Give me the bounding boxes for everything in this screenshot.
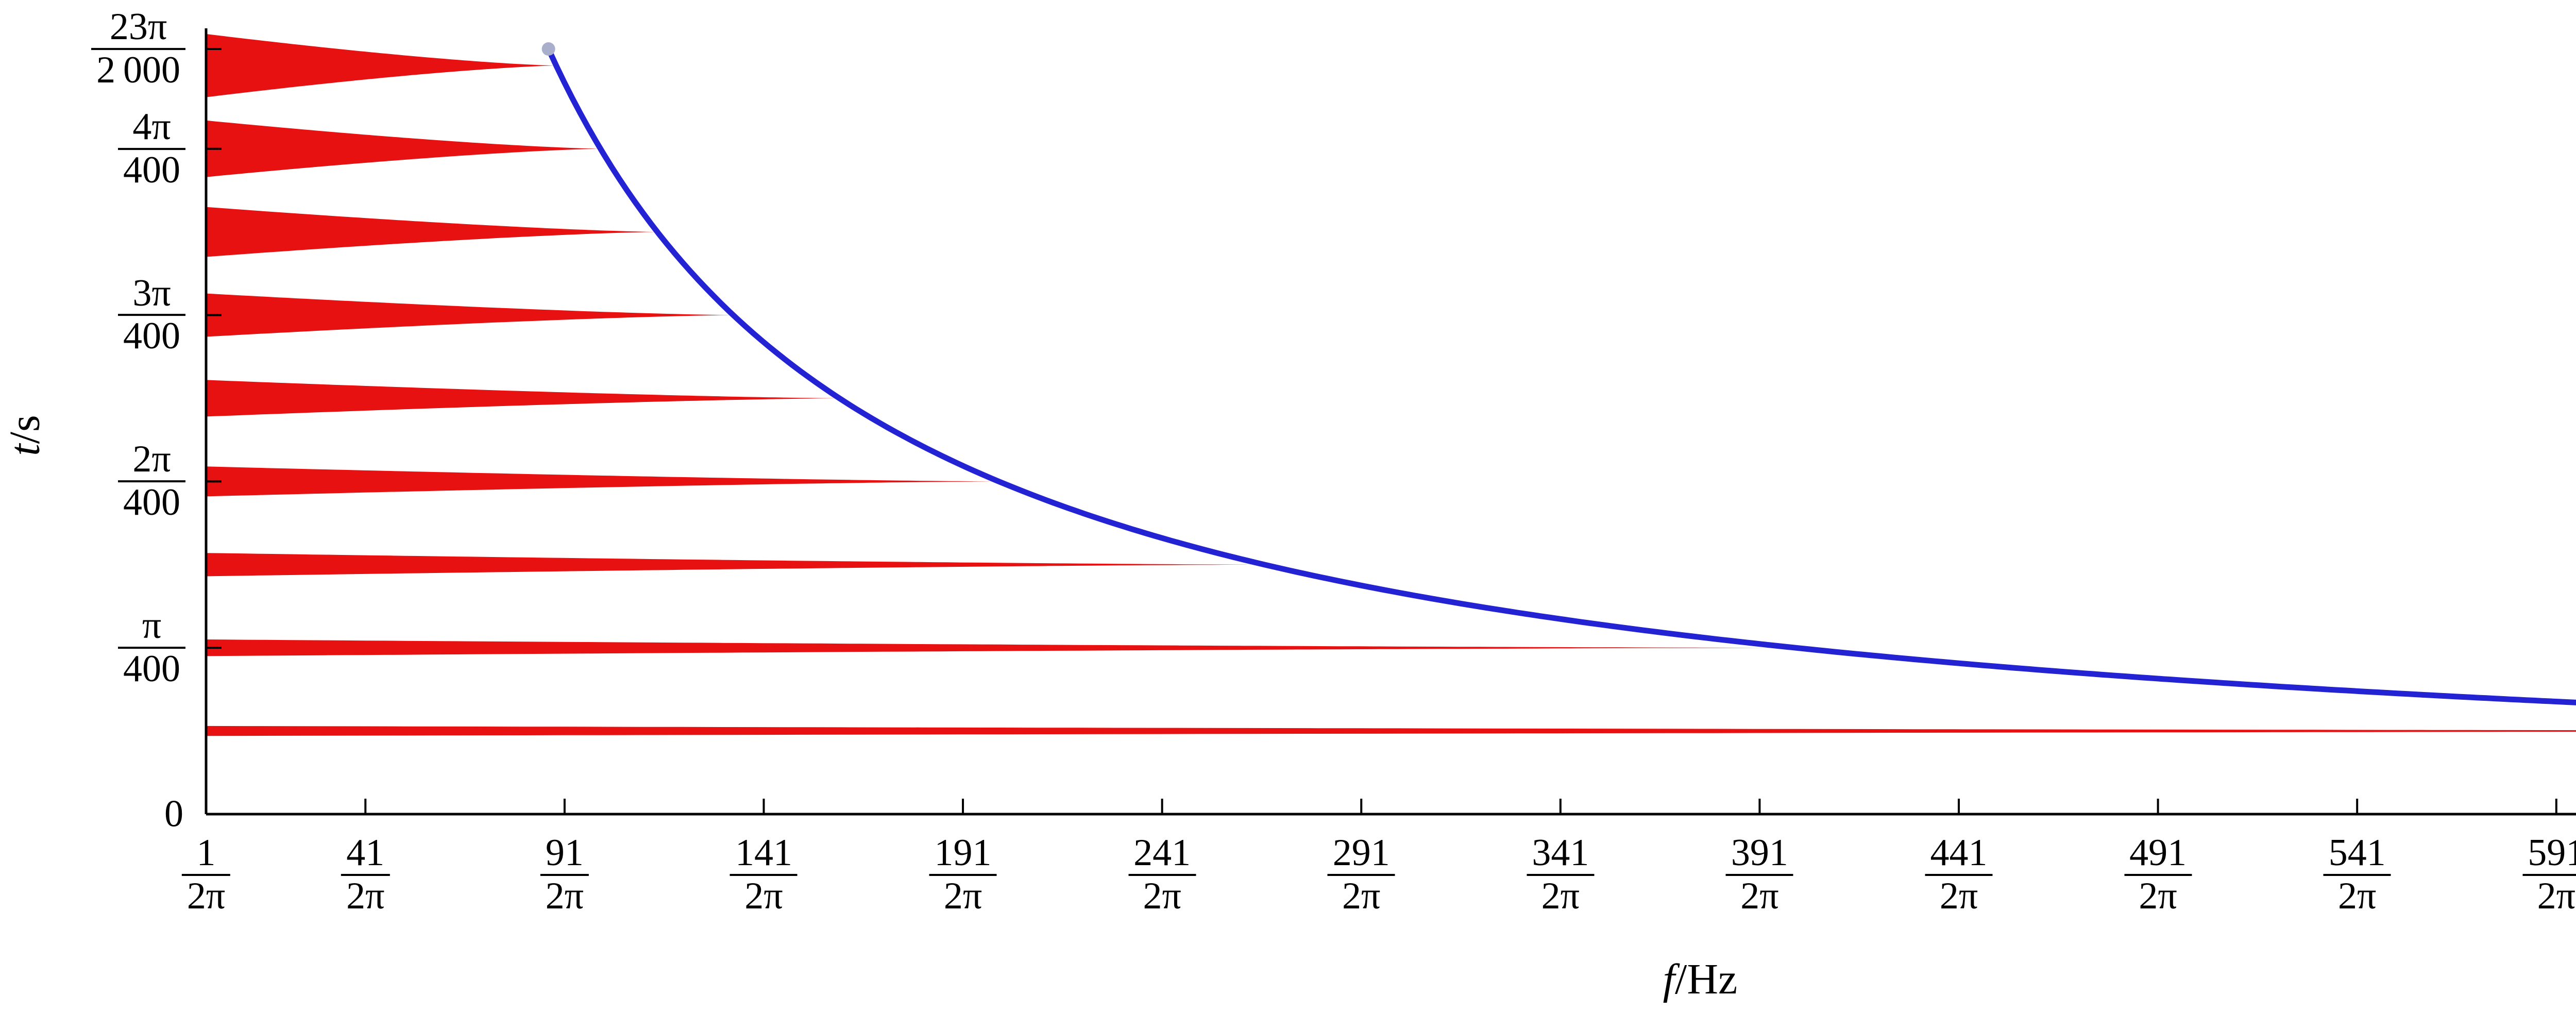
- wedge-6: [206, 293, 733, 337]
- x-tick-numerator: 191: [929, 832, 997, 876]
- x-axis-labels: 1 2π 41 2π 91 2π 141 2π 191 2π 241 2π 291 2π 341 2π 391 2…: [0, 832, 2576, 956]
- x-axis-unit: /Hz: [1675, 955, 1738, 1003]
- y-tick-numerator: π: [118, 605, 185, 649]
- x-tick-denominator: 2π: [1342, 874, 1381, 917]
- x-axis-variable: f: [1663, 955, 1675, 1003]
- x-tick-numerator: 91: [540, 832, 589, 876]
- x-tick-denominator: 2π: [2139, 874, 2177, 917]
- x-tick-numerator: 391: [1725, 832, 1793, 876]
- x-tick-numerator: 1: [181, 832, 231, 876]
- curve-endpoint-dot-top: [541, 42, 555, 56]
- y-tick-label: 4π 400: [118, 106, 185, 191]
- x-tick-label: 41 2π: [341, 832, 390, 917]
- y-tick-label: 3π 400: [118, 273, 185, 358]
- x-tick-numerator: 141: [730, 832, 798, 876]
- red-wedges: [206, 33, 2576, 736]
- y-tick-denominator: 400: [123, 148, 180, 191]
- x-tick-numerator: 41: [341, 832, 390, 876]
- x-tick-denominator: 2π: [2338, 874, 2377, 917]
- x-tick-numerator: 491: [2124, 832, 2192, 876]
- x-tick-denominator: 2π: [1541, 874, 1580, 917]
- x-tick-numerator: 541: [2323, 832, 2391, 876]
- x-tick-label: 491 2π: [2124, 832, 2192, 917]
- y-axis-unit: /s: [1, 415, 49, 444]
- wedge-9: [206, 33, 556, 97]
- y-axis-variable: t: [1, 444, 49, 456]
- x-tick-denominator: 2π: [1143, 874, 1181, 917]
- x-tick-label: 191 2π: [929, 832, 997, 917]
- x-tick-denominator: 2π: [1740, 874, 1779, 917]
- x-tick-numerator: 591: [2522, 832, 2576, 876]
- x-tick-label: 591 2π: [2522, 832, 2576, 917]
- x-tick-label: 391 2π: [1725, 832, 1793, 917]
- x-tick-label: 1 2π: [181, 832, 231, 917]
- half-period-curve: [541, 42, 2576, 705]
- x-tick-denominator: 2π: [1939, 874, 1978, 917]
- y-tick-label: π 400: [118, 605, 185, 690]
- y-tick-numerator: 4π: [118, 106, 185, 150]
- y-tick-denominator: 400: [123, 481, 180, 524]
- wedge-7: [206, 207, 657, 257]
- y-tick-numerator: 3π: [118, 273, 185, 316]
- wedge-2: [206, 639, 1795, 656]
- wedge-8: [206, 120, 601, 177]
- x-tick-denominator: 2π: [943, 874, 982, 917]
- x-tick-denominator: 2π: [187, 874, 226, 917]
- axes: [205, 28, 2576, 816]
- x-tick-label: 291 2π: [1327, 832, 1395, 917]
- x-tick-label: 441 2π: [1925, 832, 1993, 917]
- x-tick-numerator: 341: [1527, 832, 1595, 876]
- wedge-5: [206, 380, 840, 417]
- x-tick-denominator: 2π: [346, 874, 385, 917]
- x-tick-denominator: 2π: [2537, 874, 2575, 917]
- y-axis-title: t/s: [0, 415, 50, 456]
- curve-path: [546, 46, 2576, 705]
- y-tick-label: 0: [164, 792, 183, 835]
- y-tick-denominator: 400: [123, 315, 180, 358]
- y-tick-denominator: 2 000: [96, 49, 180, 91]
- x-tick-numerator: 441: [1925, 832, 1993, 876]
- wedge-1: [206, 726, 2576, 736]
- x-tick-numerator: 241: [1128, 832, 1196, 876]
- y-tick-numerator: 2π: [118, 439, 185, 483]
- x-tick-label: 341 2π: [1527, 832, 1595, 917]
- wedge-3: [206, 553, 1265, 577]
- x-tick-denominator: 2π: [744, 874, 783, 917]
- y-tick-denominator: 400: [123, 648, 180, 690]
- x-tick-label: 91 2π: [540, 832, 589, 917]
- x-tick-denominator: 2π: [545, 874, 584, 917]
- x-tick-numerator: 291: [1327, 832, 1395, 876]
- x-tick-label: 241 2π: [1128, 832, 1196, 917]
- y-axis-labels: 23π 2 000 4π 400 3π 400 2π 400 π 400 0: [0, 0, 191, 1029]
- y-tick-label: 2π 400: [118, 439, 185, 524]
- y-tick-label: 23π 2 000: [91, 6, 185, 91]
- x-tick-label: 141 2π: [730, 832, 798, 917]
- x-tick-label: 541 2π: [2323, 832, 2391, 917]
- x-axis-title: f/Hz: [1663, 954, 1738, 1004]
- y-tick-numerator: 23π: [91, 6, 185, 50]
- wedge-4: [206, 466, 999, 497]
